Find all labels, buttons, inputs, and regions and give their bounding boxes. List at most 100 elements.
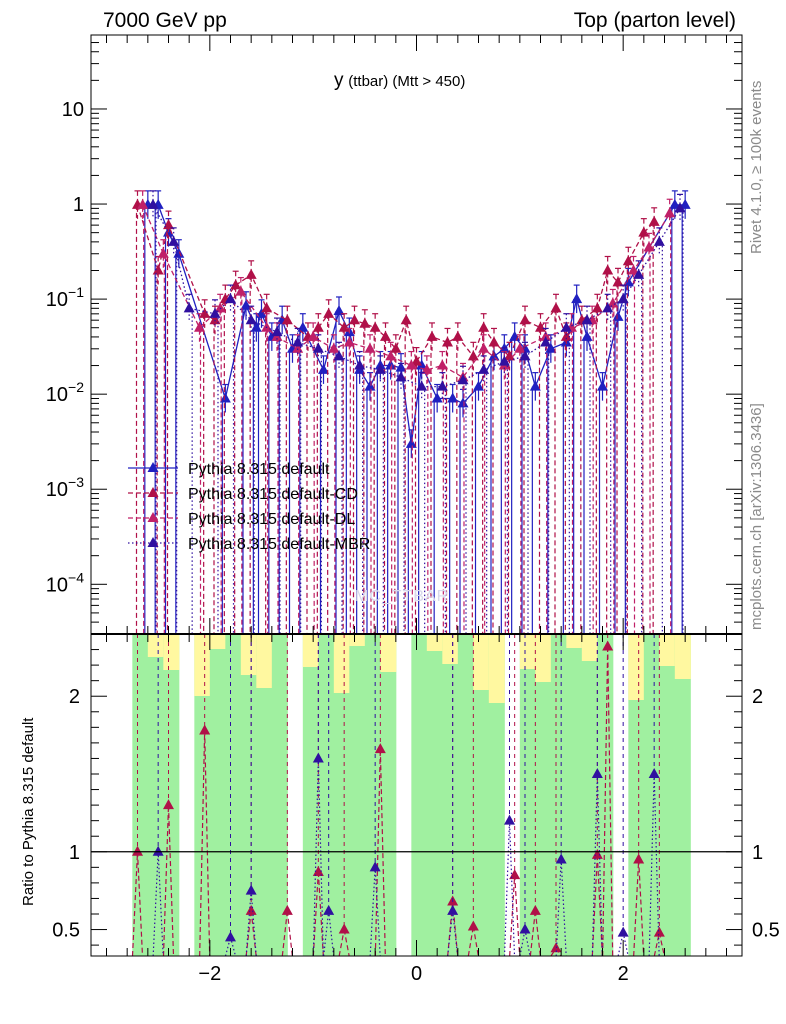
data-point-cd	[312, 321, 324, 332]
ratio-spike-cd	[286, 910, 293, 956]
ratio-band-green	[163, 634, 180, 956]
ratio-spike-cd	[204, 730, 211, 956]
ratio-band-yellow	[302, 634, 319, 667]
data-point-mbr	[457, 374, 469, 385]
x-tick-label: −2	[198, 963, 221, 985]
ratio-y-tick-label-right: 1	[752, 842, 763, 864]
data-point-default	[405, 437, 417, 448]
ratio-band-yellow	[147, 634, 164, 657]
y-tick-label: 10−2	[46, 379, 84, 406]
data-point-default	[612, 310, 624, 321]
ratio-spike-cd	[199, 730, 206, 956]
ratio-point-mbr	[617, 926, 629, 937]
data-point-cd	[245, 268, 257, 279]
data-point-mbr	[168, 235, 180, 246]
y-tick-label-base: 10	[62, 99, 84, 121]
data-point-cd	[560, 330, 572, 341]
data-point-mbr	[540, 336, 552, 347]
data-point-cd	[390, 342, 402, 353]
data-point-default	[669, 198, 681, 209]
ratio-point-cd	[281, 904, 293, 915]
ratio-spike-cd	[312, 871, 319, 956]
ratio-band-green	[411, 634, 428, 956]
data-point-dl	[235, 285, 247, 296]
ratio-point-cd	[467, 920, 479, 931]
data-point-default	[679, 198, 691, 209]
data-point-cd	[338, 321, 350, 332]
data-point-dl	[137, 198, 149, 209]
legend-marker	[147, 462, 159, 472]
ratio-band-green	[147, 634, 164, 956]
mcplots-label: mcplots.cern.ch [arXiv:1306.3436]	[748, 403, 765, 630]
ratio-point-mbr	[369, 861, 381, 872]
ratio-point-mbr	[225, 931, 236, 942]
legend-entry: Pythia 8.315 default-MBR	[188, 536, 370, 553]
data-point-dl	[307, 330, 319, 341]
legend-entry: Pythia 8.315 default-DL	[188, 511, 355, 528]
legend-marker	[147, 537, 159, 547]
ratio-point-cd	[338, 923, 350, 934]
header-right: Top (parton level)	[573, 9, 736, 32]
ratio-spike-cd	[472, 926, 479, 956]
data-point-default	[509, 330, 521, 341]
y-tick-label-base: 1	[73, 194, 84, 216]
ratio-spike-mbr	[229, 937, 237, 956]
data-point-mbr	[633, 268, 645, 279]
ratio-spike-mbr	[555, 859, 562, 956]
data-point-mbr	[416, 380, 428, 391]
data-point-cd	[209, 314, 221, 325]
ratio-spike-cd	[167, 805, 175, 956]
data-point-dl	[292, 342, 304, 353]
ratio-band-green	[550, 634, 567, 956]
y-tick-label: 10−1	[46, 284, 84, 311]
ratio-spike-cd	[374, 749, 381, 956]
ratio-spike-cd	[379, 749, 386, 956]
ratio-point-mbr	[519, 923, 531, 934]
data-point-mbr	[674, 202, 686, 213]
ratio-band-yellow	[628, 634, 645, 700]
ratio-plot-series	[91, 634, 742, 956]
data-point-mbr	[209, 307, 221, 318]
ratio-spike-mbr	[374, 867, 381, 956]
ratio-spike-mbr	[508, 820, 516, 956]
data-point-cd	[426, 330, 438, 341]
legend-marker	[147, 512, 159, 522]
data-point-mbr	[354, 359, 366, 370]
legend-marker	[147, 487, 159, 497]
data-point-cd	[359, 317, 371, 328]
ratio-point-cd	[312, 866, 324, 876]
data-point-mbr	[478, 363, 490, 374]
ratio-y-tick-label-left: 2	[69, 686, 80, 708]
data-point-cd	[349, 314, 360, 325]
data-point-default	[431, 392, 443, 403]
ratio-band-yellow	[674, 634, 691, 679]
data-point-mbr	[292, 336, 304, 347]
ratio-point-cd	[163, 799, 174, 810]
legend-entry: Pythia 8.315 default	[188, 461, 330, 478]
header-left: 7000 GeV pp	[103, 9, 227, 32]
ratio-spike-cd	[638, 859, 645, 956]
ratio-spike-mbr	[560, 859, 567, 956]
ratio-band-yellow	[488, 634, 505, 703]
ratio-band-green	[674, 634, 691, 956]
data-point-default	[256, 307, 267, 318]
ratio-spike-mbr	[519, 929, 526, 956]
y-tick-label: 10	[62, 99, 84, 121]
data-point-cd	[452, 330, 464, 341]
data-point-dl	[343, 336, 355, 347]
ratio-band-yellow	[442, 634, 459, 664]
plot-title: y (ttbar) (Mtt > 450)	[334, 70, 465, 92]
ratio-band-green	[240, 634, 257, 956]
data-point-dl	[628, 264, 639, 275]
ratio-spike-cd	[607, 646, 614, 956]
ratio-band-green	[659, 634, 676, 956]
ratio-band-yellow	[519, 634, 536, 669]
data-point-mbr	[374, 363, 386, 374]
ratio-band-green	[643, 634, 660, 956]
ratio-band-green	[535, 634, 552, 956]
y-tick-label-exponent: −3	[68, 474, 84, 490]
ratio-band-green	[333, 634, 350, 956]
plot-title-main: y	[334, 70, 344, 91]
ratio-point-cd	[199, 724, 211, 735]
ratio-y-tick-label-left: 1	[69, 842, 80, 864]
